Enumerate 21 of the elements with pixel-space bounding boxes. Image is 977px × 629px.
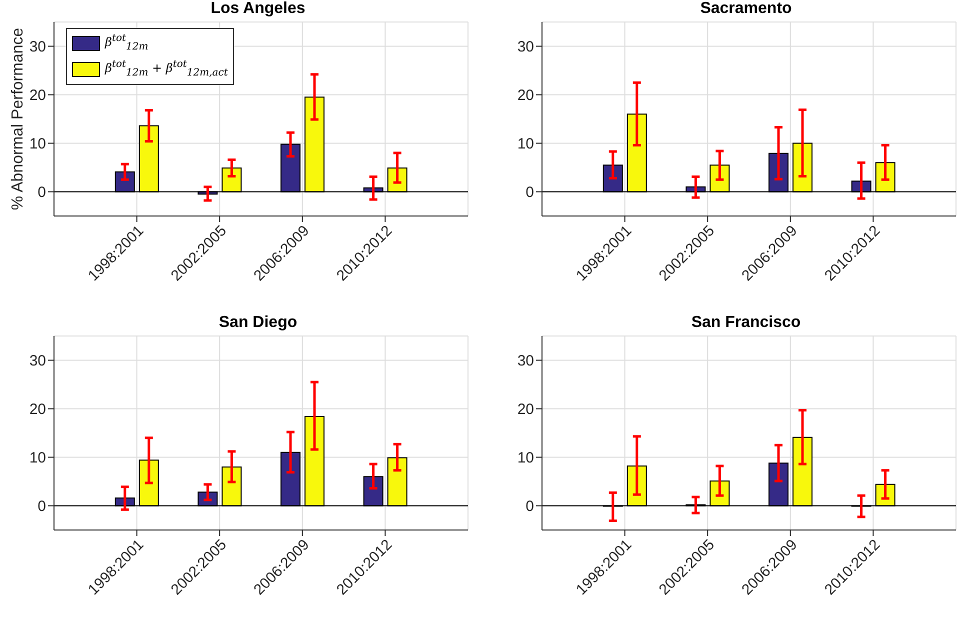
y-tick-label: 10 bbox=[29, 136, 46, 153]
y-tick-label: 30 bbox=[29, 38, 46, 56]
y-tick-label: 0 bbox=[38, 498, 46, 516]
y-tick-label: 20 bbox=[29, 87, 46, 104]
y-tick-label: 0 bbox=[38, 184, 46, 202]
y-tick-label: 10 bbox=[29, 450, 46, 467]
chart-title: San Francisco bbox=[690, 314, 802, 332]
y-tick-label: 0 bbox=[526, 184, 534, 202]
y-tick-label: 10 bbox=[517, 136, 534, 153]
chart-title: Sacramento bbox=[699, 0, 793, 18]
y-tick-label: 30 bbox=[517, 38, 534, 56]
y-tick-label: 20 bbox=[517, 87, 534, 104]
y-tick-label: 30 bbox=[517, 352, 534, 370]
y-tick-label: 30 bbox=[29, 352, 46, 370]
y-axis-title: % Abnormal Performance bbox=[10, 28, 27, 210]
y-tick-label: 10 bbox=[517, 450, 534, 467]
y-tick-label: 20 bbox=[517, 401, 534, 418]
chart-title: San Diego bbox=[218, 314, 298, 332]
y-tick-label: 0 bbox=[526, 498, 534, 516]
chart-title: Los Angeles bbox=[210, 0, 306, 18]
y-tick-label: 20 bbox=[29, 401, 46, 418]
